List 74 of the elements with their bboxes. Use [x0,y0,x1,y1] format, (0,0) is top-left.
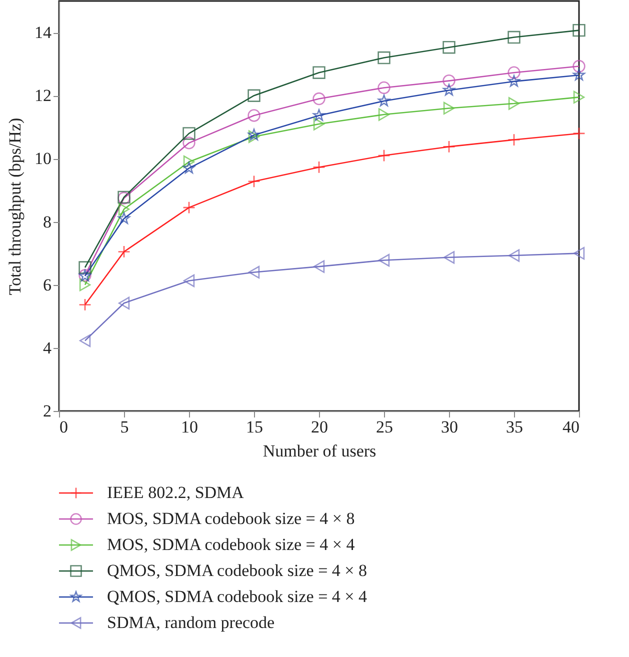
point [378,149,390,162]
point [248,130,260,143]
point [183,274,195,288]
point [378,51,390,64]
point [572,24,586,37]
y-tick-label: 2 [43,402,52,420]
point [313,260,325,273]
point [79,278,91,292]
point [312,66,326,79]
y-tick-label: 10 [34,149,52,168]
point [573,90,585,104]
point [118,202,130,216]
y-tick-label: 6 [43,275,52,294]
point [312,92,326,106]
point [442,41,456,54]
point [312,160,326,174]
point [182,201,196,214]
legend-label: QMOS, SDMA codebook size = 4 × 4 [107,587,368,606]
point [378,94,390,106]
point [118,245,130,258]
point [508,97,520,110]
point [508,66,520,79]
x-tick-label: 40 [562,418,580,436]
legend-label: MOS, SDMA codebook size = 4 × 4 [107,535,356,554]
point [508,75,520,87]
x-tick-label: 15 [246,418,263,436]
point [118,296,130,310]
legend-label: IEEE 802.2, SDMA [107,483,245,502]
point [508,30,520,44]
x-tick-label: 20 [311,418,328,436]
point [508,249,520,262]
legend-label: QMOS, SDMA codebook size = 4 × 8 [107,561,368,580]
x-tick-label: 25 [376,418,393,436]
point [248,89,260,102]
y-tick-label: 4 [43,338,52,358]
point [182,136,196,150]
point [443,251,455,264]
x-tick-label: 35 [506,418,523,436]
point [248,266,260,279]
y-tick-label: 12 [34,86,52,106]
y-tick-label: 8 [43,212,52,232]
point [442,84,456,96]
point [313,118,325,130]
point [182,162,196,174]
point [378,81,390,94]
x-axis-title: Number of users [262,442,376,460]
point [248,109,260,122]
point [78,298,92,312]
point [442,140,456,154]
point [118,212,130,224]
point [442,74,456,88]
x-tick-label: 0 [60,418,68,436]
point [78,261,92,274]
point [79,334,91,348]
point [248,175,260,188]
y-axis-title: Total throughput (bps/Hz) [6,118,24,296]
point [183,155,195,168]
point [443,102,455,115]
point [378,108,390,121]
legend-label: SDMA, random precode [107,613,275,632]
point [572,60,586,73]
point [508,133,520,146]
point [573,246,585,260]
x-tick-label: 30 [441,418,458,436]
y-tick-label: 14 [34,23,52,42]
x-tick-label: 10 [181,418,198,436]
point [378,254,390,267]
point [182,127,196,140]
legend-label: MOS, SDMA codebook size = 4 × 8 [107,509,355,528]
point [312,109,326,121]
point [572,68,586,80]
point [572,127,586,140]
point [248,128,260,140]
x-tick-label: 5 [120,418,129,436]
